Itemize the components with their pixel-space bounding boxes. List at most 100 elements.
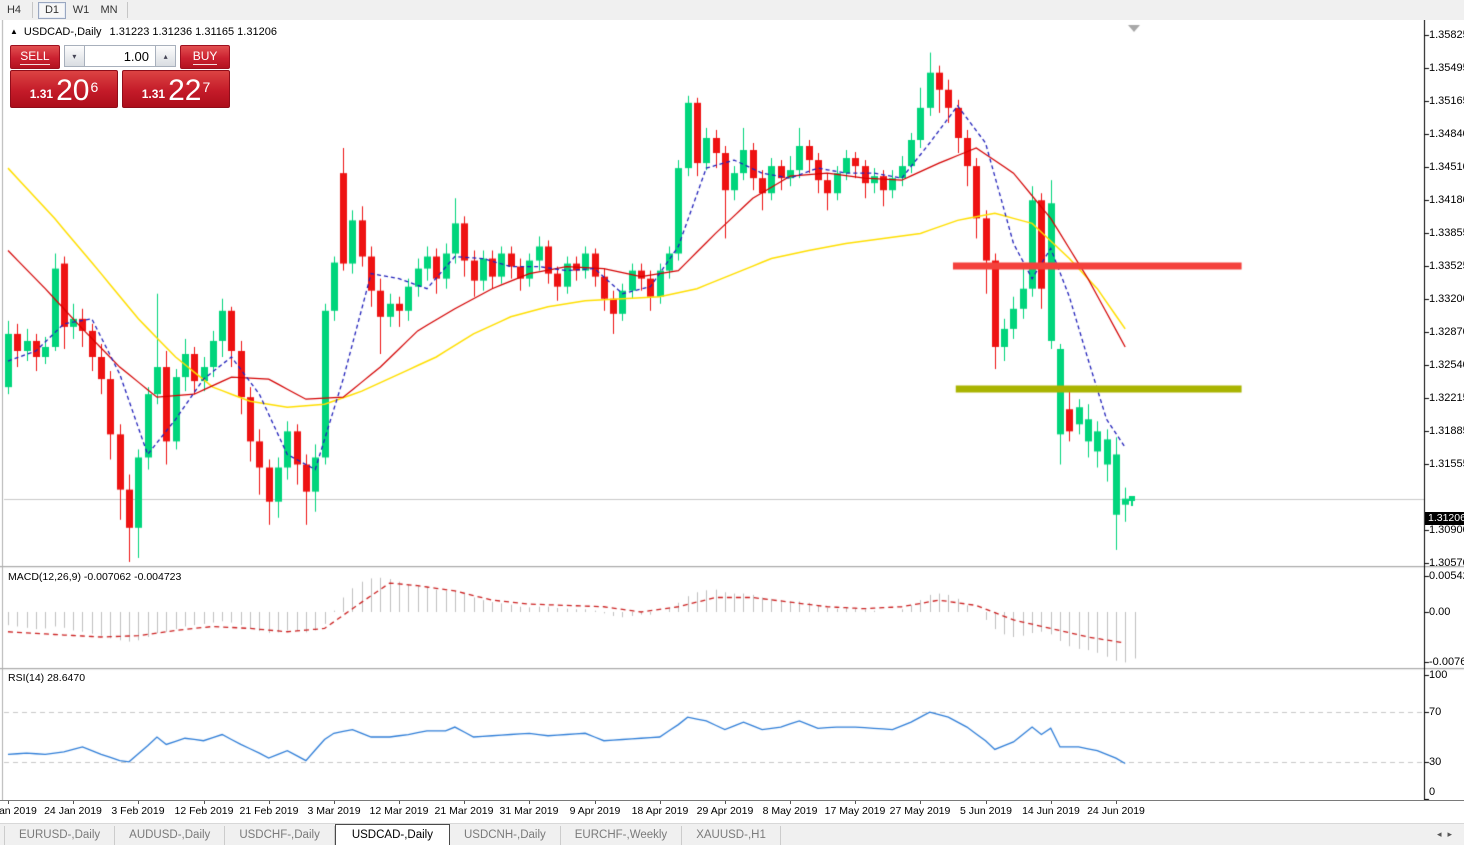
- date-axis-tick: [725, 801, 726, 804]
- tab-scroll-arrows[interactable]: ◂▸: [1437, 829, 1458, 840]
- date-axis-tick: [595, 801, 596, 804]
- date-axis-tick: [334, 801, 335, 804]
- sell-price-big: 20: [56, 74, 90, 107]
- date-axis-label: 21 Mar 2019: [434, 805, 494, 817]
- date-axis[interactable]: 15 Jan 2019 24 Jan 2019 3 Feb 2019 12 Feb 2…: [0, 800, 1464, 823]
- chart-title: ▲ USDCAD-,Daily 1.31223 1.31236 1.31165 1.…: [10, 26, 277, 38]
- price-axis-tick: 1.34840: [1429, 127, 1464, 140]
- chart-tab-eurusd-daily[interactable]: EURUSD-,Daily: [4, 826, 116, 845]
- price-axis-tick: 1.30900: [1429, 523, 1464, 536]
- buy-price-big: 22: [168, 74, 202, 107]
- rsi-axis-tick: 0: [1429, 786, 1436, 798]
- sell-price-pip: 6: [90, 79, 99, 95]
- price-chart-canvas[interactable]: [0, 20, 1464, 800]
- chart-tab-xauusd-h1[interactable]: XAUUSD-,H1: [682, 826, 781, 845]
- collapse-panel-icon[interactable]: ▲: [10, 27, 18, 36]
- timeframe-button-h4[interactable]: H4: [6, 4, 22, 16]
- date-axis-tick: [204, 801, 205, 804]
- date-axis-tick: [1051, 801, 1052, 804]
- date-axis-label: 8 May 2019: [762, 805, 818, 817]
- date-axis-tick: [464, 801, 465, 804]
- date-axis-label: 21 Feb 2019: [239, 805, 299, 817]
- rsi-axis-tick: 70: [1429, 706, 1442, 719]
- chart-tab-usdcnh-daily[interactable]: USDCNH-,Daily: [450, 826, 561, 845]
- price-axis-tick: 1.32870: [1429, 325, 1464, 338]
- rsi-axis-tick: 30: [1429, 755, 1442, 768]
- date-axis-tick: [920, 801, 921, 804]
- chart-tab-bar: EURUSD-,Daily AUDUSD-,Daily USDCHF-,Daily U…: [0, 823, 1464, 845]
- buy-price-pip: 7: [202, 79, 211, 95]
- price-axis-tick: 1.33855: [1429, 226, 1464, 239]
- price-axis-tick: 1.34180: [1429, 194, 1464, 207]
- price-axis-tick: 1.35165: [1429, 95, 1464, 108]
- chart-tab-usdchf-daily[interactable]: USDCHF-,Daily: [225, 826, 335, 845]
- macd-axis-tick: -0.0076565: [1429, 656, 1464, 669]
- volume-input[interactable]: [85, 45, 155, 67]
- date-axis-tick: [73, 801, 74, 804]
- date-axis-tick: [986, 801, 987, 804]
- date-axis-label: 3 Mar 2019: [307, 805, 361, 817]
- sell-price-prefix: 1.31: [29, 87, 54, 101]
- date-axis-label: 31 Mar 2019: [499, 805, 559, 817]
- buy-price-prefix: 1.31: [141, 87, 166, 101]
- toolbar-separator: [32, 2, 33, 18]
- macd-indicator-label: MACD(12,26,9) -0.007062 -0.004723: [8, 571, 182, 583]
- date-axis-label: 9 Apr 2019: [569, 805, 621, 817]
- date-axis-label: 15 Jan 2019: [0, 805, 37, 817]
- volume-decrease-button[interactable]: ▾: [63, 45, 85, 67]
- date-axis-label: 18 Apr 2019: [631, 805, 689, 817]
- tab-scroll-right-icon[interactable]: ▸: [1447, 829, 1458, 839]
- date-axis-tick: [138, 801, 139, 804]
- date-axis-tick: [269, 801, 270, 804]
- macd-axis-tick: 0.00: [1429, 606, 1451, 618]
- price-axis-tick: 1.31555: [1429, 458, 1464, 470]
- date-axis-label: 24 Jun 2019: [1087, 805, 1145, 817]
- chart-window: ▲ USDCAD-,Daily 1.31223 1.31236 1.31165 1.…: [0, 20, 1464, 800]
- rsi-indicator-label: RSI(14) 28.6470: [8, 672, 86, 684]
- timeframe-button-d1[interactable]: D1: [38, 1, 66, 19]
- price-axis-tick: 1.35495: [1429, 62, 1464, 75]
- price-axis-tick: 1.34510: [1429, 161, 1464, 174]
- date-axis-tick: [1116, 801, 1117, 804]
- date-axis-label: 5 Jun 2019: [960, 805, 1012, 817]
- current-price-badge: 1.31206: [1425, 512, 1464, 525]
- price-axis-tick: 1.33525: [1429, 260, 1464, 273]
- date-axis-label: 12 Mar 2019: [369, 805, 429, 817]
- date-axis-tick: [529, 801, 530, 804]
- macd-axis-tick: 0.0054215: [1429, 570, 1464, 583]
- date-axis-label: 12 Feb 2019: [174, 805, 234, 817]
- chart-tab-usdcad-daily[interactable]: USDCAD-,Daily: [334, 824, 450, 845]
- timeframe-button-mn[interactable]: MN: [100, 4, 118, 16]
- spinner-down-icon: ▾: [72, 51, 77, 61]
- volume-increase-button[interactable]: ▴: [155, 45, 177, 67]
- price-axis-tick: 1.32215: [1429, 391, 1464, 404]
- chart-tab-audusd-daily[interactable]: AUDUSD-,Daily: [115, 826, 226, 845]
- date-axis-label: 17 May 2019: [824, 805, 886, 817]
- date-axis-tick: [399, 801, 400, 804]
- price-axis-tick: 1.33200: [1429, 292, 1464, 305]
- one-click-trading-panel: SELL ▾ ▴ BUY 1.31 20 6 1.31 22 7: [10, 45, 230, 108]
- chart-tab-eurchf-weekly[interactable]: EURCHF-,Weekly: [561, 826, 683, 845]
- date-axis-tick: [660, 801, 661, 804]
- sell-button[interactable]: SELL: [10, 45, 60, 69]
- date-axis-label: 24 Jan 2019: [44, 805, 102, 817]
- sell-button-label: SELL: [20, 49, 50, 65]
- price-axis-tick: 1.31885: [1429, 424, 1464, 437]
- period-toolbar: H4 D1 W1 MN: [0, 0, 1464, 21]
- buy-price-box[interactable]: 1.31 22 7: [122, 70, 230, 108]
- price-axis-tick: 1.35825: [1429, 29, 1464, 41]
- date-axis-label: 29 Apr 2019: [696, 805, 754, 817]
- date-axis-tick: [8, 801, 9, 804]
- symbol-period-label: USDCAD-,Daily: [23, 26, 102, 38]
- timeframe-button-w1[interactable]: W1: [72, 4, 90, 16]
- date-axis-label: 27 May 2019: [889, 805, 951, 817]
- tab-scroll-left-icon[interactable]: ◂: [1436, 829, 1448, 839]
- date-axis-tick: [790, 801, 791, 804]
- sell-price-box[interactable]: 1.31 20 6: [10, 70, 118, 108]
- date-axis-tick: [855, 801, 856, 804]
- buy-button[interactable]: BUY: [180, 45, 230, 69]
- toolbar-separator: [127, 2, 128, 18]
- spinner-up-icon: ▴: [163, 51, 168, 61]
